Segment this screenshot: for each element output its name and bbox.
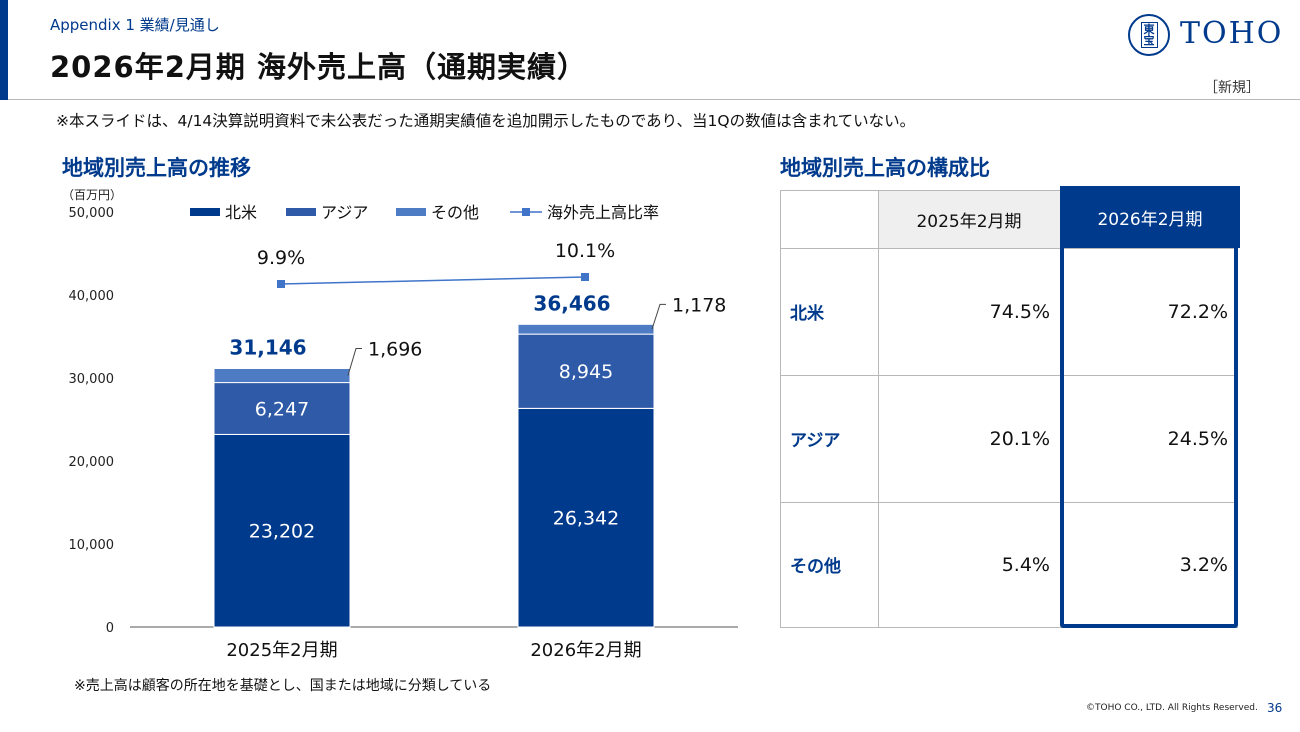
slide-note: ※本スライドは、4/14決算説明資料で未公表だった通期実績値を追加開示したもので…	[56, 112, 916, 130]
copyright: ©TOHO CO., LTD. All Rights Reserved.	[1086, 703, 1258, 713]
legend-label: アジア	[321, 203, 368, 222]
ratio-label: 9.9%	[257, 247, 305, 269]
legend-label: 海外売上高比率	[547, 203, 659, 222]
section-label: Appendix 1 業績/見通し	[50, 16, 220, 34]
highlight-column-frame	[1060, 186, 1238, 628]
ratio-marker	[581, 273, 589, 281]
table-rule	[780, 502, 1238, 503]
data-label-asia: 8,945	[559, 361, 613, 383]
legend-swatch-north-america	[190, 208, 220, 216]
x-tick-label: 2025年2月期	[226, 640, 337, 661]
y-tick-label: 20,000	[69, 455, 115, 470]
data-label-north-america: 23,202	[249, 521, 315, 543]
leader-line-other	[651, 303, 666, 330]
bar-north-america-1	[517, 407, 655, 628]
table-heading: 地域別売上高の構成比	[780, 156, 990, 180]
bar-other-1	[517, 323, 655, 335]
chart-heading: 地域別売上高の推移	[62, 156, 251, 180]
y-axis-unit: （百万円）	[62, 188, 123, 202]
table-rule	[878, 190, 879, 628]
table-highlight-header	[1060, 186, 1240, 248]
cell-other-2025: 5.4%	[1001, 553, 1050, 576]
logo-wordmark: TOHO	[1180, 16, 1284, 51]
row-label-asia: アジア	[790, 431, 841, 451]
total-label: 36,466	[533, 291, 610, 315]
total-label: 31,146	[229, 335, 306, 359]
page-number: 36	[1267, 701, 1283, 715]
legend-swatch-asia	[286, 208, 316, 216]
header-accent-bar	[0, 0, 8, 100]
row-label-other: その他	[790, 557, 841, 577]
new-badge: ［新規］	[1204, 80, 1260, 96]
legend-label: その他	[431, 203, 479, 222]
stacked-bar-chart: 0 10,000 20,000 30,000 40,000 50,000 23,202 6,2…	[69, 203, 738, 661]
x-tick-label: 2026年2月期	[530, 640, 641, 661]
cell-asia-2026: 24.5%	[1167, 427, 1228, 450]
y-tick-label: 0	[106, 621, 114, 636]
column-header-2026: 2026年2月期	[1097, 209, 1203, 230]
header-divider	[8, 99, 1300, 100]
legend-swatch-other	[396, 208, 426, 216]
y-tick-label: 40,000	[69, 289, 115, 304]
cell-na-2026: 72.2%	[1167, 300, 1228, 323]
row-label-north-america: 北米	[790, 304, 824, 324]
logo-seal-icon: 東宝	[1128, 14, 1170, 56]
cell-asia-2025: 20.1%	[989, 427, 1050, 450]
bar-other-0	[213, 367, 351, 384]
ratio-line	[280, 276, 586, 285]
cell-na-2025: 74.5%	[989, 300, 1050, 323]
y-tick-label: 50,000	[69, 206, 115, 221]
legend-label: 北米	[225, 203, 257, 222]
ratio-label: 10.1%	[555, 240, 615, 262]
composition-table: 2025年2月期 2026年2月期 北米 74.5% 72.2% アジア 20.…	[780, 186, 1240, 628]
footnote: ※売上高は顧客の所在地を基礎とし、国または地域に分類している	[74, 678, 492, 694]
table-header-bg	[878, 190, 1060, 248]
y-tick-label: 10,000	[69, 538, 115, 553]
page-title: 2026年2月期 海外売上高（通期実績）	[50, 50, 587, 84]
y-tick-label: 30,000	[69, 372, 115, 387]
ratio-marker	[277, 280, 285, 288]
table-rule	[780, 627, 1238, 628]
table-rule	[780, 190, 781, 628]
cell-other-2026: 3.2%	[1179, 553, 1228, 576]
table-rule	[780, 375, 1238, 376]
table-rule	[780, 248, 1238, 249]
bar-asia-0	[213, 382, 351, 435]
table-rule	[780, 190, 1060, 191]
bar-asia-1	[517, 333, 655, 409]
data-label-north-america: 26,342	[553, 508, 619, 530]
data-label-other: 1,178	[672, 294, 726, 316]
leader-line-other	[347, 347, 362, 376]
legend-ratio-marker	[522, 208, 530, 216]
column-header-2025: 2025年2月期	[916, 211, 1022, 232]
data-label-other: 1,696	[368, 338, 422, 360]
data-label-asia: 6,247	[255, 398, 309, 420]
